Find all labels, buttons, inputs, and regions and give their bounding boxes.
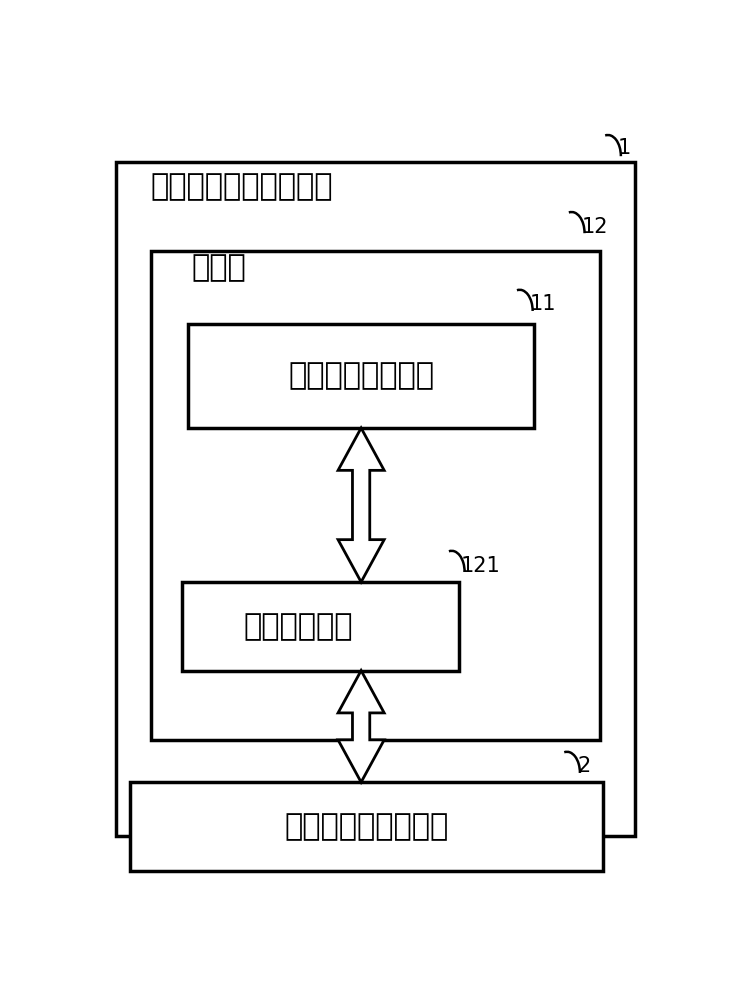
Text: 2: 2 <box>577 756 591 776</box>
Text: 输入输出接口: 输入输出接口 <box>244 612 353 641</box>
Text: 仿真机: 仿真机 <box>191 253 246 282</box>
Text: 待测双馈风机控制器: 待测双馈风机控制器 <box>285 812 449 841</box>
Text: 1: 1 <box>618 138 631 158</box>
Text: 电力电子实时仿真平台: 电力电子实时仿真平台 <box>150 172 333 201</box>
Text: 121: 121 <box>461 556 501 576</box>
Bar <box>130 782 603 871</box>
Bar <box>116 162 635 836</box>
Bar <box>188 324 534 428</box>
Text: 11: 11 <box>530 294 557 314</box>
Text: 实时数字仿真模型: 实时数字仿真模型 <box>288 362 434 391</box>
Bar <box>150 251 600 740</box>
Text: 12: 12 <box>581 217 608 237</box>
Polygon shape <box>338 428 384 582</box>
Bar <box>182 582 459 671</box>
Polygon shape <box>338 671 384 782</box>
